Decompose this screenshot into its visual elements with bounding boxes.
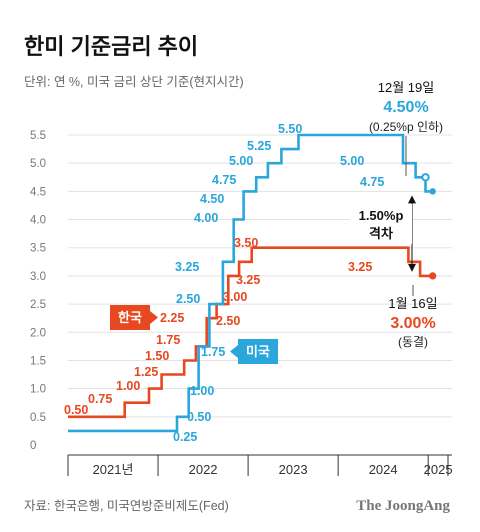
us-annot-rate: 4.50% (383, 99, 428, 116)
x-tick-label: 2023 (279, 462, 308, 477)
gap-arrow-top (408, 195, 416, 204)
y-tick-label: 4.0 (30, 215, 46, 227)
korea-data-label: 0.75 (88, 392, 112, 406)
gap-arrow-bottom (408, 263, 416, 272)
korea-data-label: 3.50 (234, 236, 258, 250)
korea-data-label: 0.50 (64, 403, 88, 417)
korea-data-label: 1.00 (116, 379, 140, 393)
korea-end-point (429, 272, 437, 280)
y-tick-label: 5.5 (30, 130, 46, 142)
gap-label-bg (350, 204, 412, 244)
us-data-label: 5.00 (340, 154, 364, 168)
kr-annot-note: (동결) (398, 335, 428, 349)
kr-annot-rate: 3.00% (390, 315, 435, 332)
series-tag-us: 미국 (230, 339, 278, 364)
us-data-label: 3.25 (175, 260, 199, 274)
x-axis: 2021년 2022 2023 2024 2025 (67, 454, 453, 477)
us-rate-line (68, 133, 433, 433)
us-data-label: 5.50 (278, 122, 302, 136)
korea-tag-bg (110, 305, 150, 330)
gap-label: 격차 (369, 226, 393, 241)
y-axis-ticks: 0 0.5 1.0 1.5 2.0 2.5 3.0 3.5 4.0 4.5 5.0 5.5 (30, 130, 46, 452)
y-tick-label: 3.5 (30, 243, 46, 255)
us-data-label: 1.75 (201, 345, 225, 359)
us-tag-label: 미국 (246, 344, 270, 359)
us-prev-point (421, 173, 430, 182)
chart-title: 한미 기준금리 추이 (24, 34, 198, 59)
korea-data-label: 1.75 (156, 333, 180, 347)
us-data-label: 4.00 (194, 211, 218, 225)
series-endpoints (421, 173, 437, 280)
us-data-label: 5.00 (229, 154, 253, 168)
series-lines (68, 133, 433, 433)
us-data-label: 2.50 (176, 292, 200, 306)
source-note: 자료: 한국은행, 미국연방준비제도(Fed) (24, 498, 229, 513)
y-tick-label: 2.5 (30, 299, 46, 311)
x-tick-label: 2024 (369, 462, 398, 477)
gap-value: 1.50%p (359, 208, 404, 223)
korea-data-label: 1.50 (145, 349, 169, 363)
korea-rate-line (68, 246, 433, 419)
korea-tag-arrow (150, 311, 158, 324)
korea-tag-label: 한국 (118, 310, 142, 325)
korea-data-label: 3.25 (348, 260, 372, 274)
y-tick-label: 1.5 (30, 355, 46, 367)
y-tick-label: 3.0 (30, 271, 46, 283)
x-tick-label: 2021년 (93, 462, 134, 477)
y-tick-label: 2.0 (30, 327, 46, 339)
korea-data-label: 2.25 (160, 311, 184, 325)
korea-data-label: 2.50 (216, 314, 240, 328)
korea-data-label: 3.25 (236, 273, 260, 287)
y-tick-label: 0.5 (30, 412, 46, 424)
y-tick-label: 0 (30, 440, 36, 452)
us-annot-note: (0.25%p 인하) (369, 120, 443, 134)
us-tag-arrow (230, 345, 238, 358)
y-tick-label: 4.5 (30, 186, 46, 198)
us-data-label: 0.25 (173, 430, 197, 444)
grid-lines (68, 134, 452, 418)
us-annot-date: 12월 19일 (378, 80, 434, 95)
korea-data-label: 1.25 (134, 365, 158, 379)
series-tag-korea: 한국 (110, 305, 158, 330)
x-tick-label: 2025 (424, 462, 453, 477)
data-labels: 0.500.751.001.251.501.752.25 2.503.003.25… (64, 122, 384, 444)
brand-logo: The JoongAng (356, 498, 450, 514)
us-data-label: 4.75 (360, 175, 384, 189)
us-data-label: 4.50 (200, 192, 224, 206)
us-end-point (429, 188, 436, 195)
x-tick-label: 2022 (189, 462, 218, 477)
y-tick-label: 5.0 (30, 158, 46, 170)
us-data-label: 0.50 (187, 410, 211, 424)
us-data-label: 4.75 (212, 173, 236, 187)
kr-annot-date: 1월 16일 (388, 296, 437, 311)
korea-data-label: 3.00 (223, 290, 247, 304)
us-data-label: 1.00 (190, 384, 214, 398)
us-data-label: 5.25 (247, 139, 271, 153)
y-tick-label: 1.0 (30, 384, 46, 396)
us-tag-bg (238, 339, 278, 364)
chart-subtitle: 단위: 연 %, 미국 금리 상단 기준(현지시간) (24, 75, 244, 89)
